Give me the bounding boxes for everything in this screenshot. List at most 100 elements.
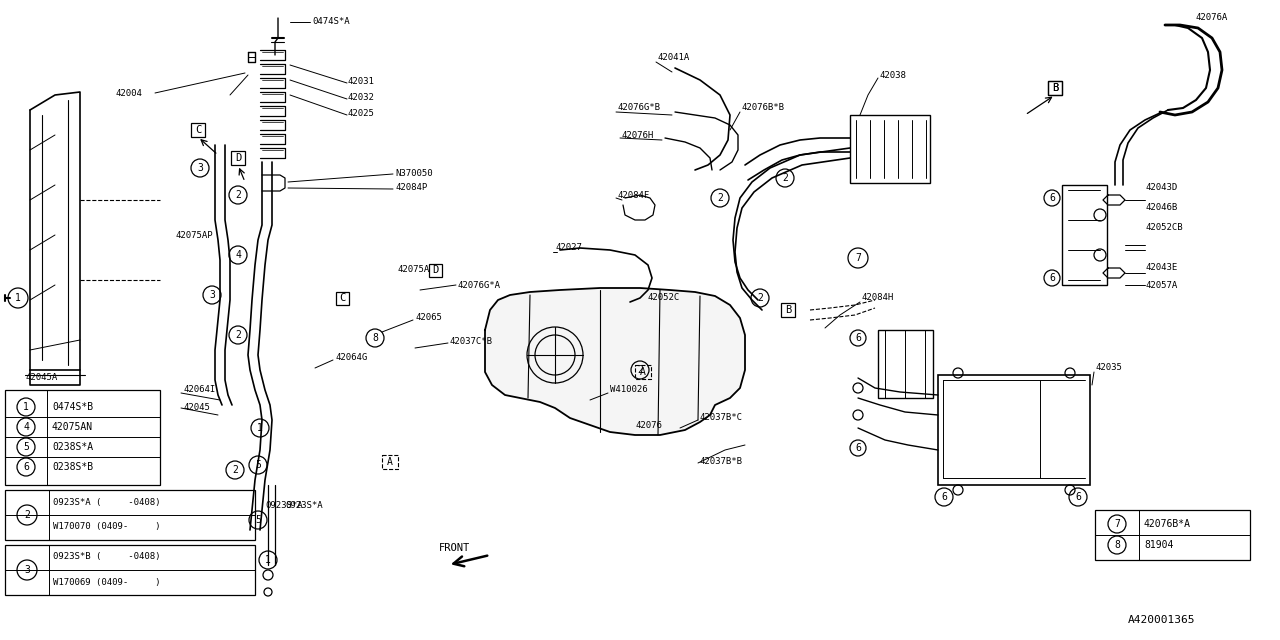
Text: 42027: 42027 bbox=[556, 243, 582, 253]
Text: 0474S*A: 0474S*A bbox=[312, 17, 349, 26]
Text: 42076B*B: 42076B*B bbox=[742, 104, 785, 113]
Text: 42045A: 42045A bbox=[26, 374, 58, 383]
Text: 1: 1 bbox=[257, 423, 262, 433]
Text: 0474S*B: 0474S*B bbox=[52, 402, 93, 412]
Bar bbox=[5, 490, 255, 540]
Text: 5: 5 bbox=[255, 515, 261, 525]
Text: 6: 6 bbox=[1050, 273, 1055, 283]
Text: 42031: 42031 bbox=[348, 77, 375, 86]
Text: 8: 8 bbox=[1114, 540, 1120, 550]
Text: 6: 6 bbox=[1050, 193, 1055, 203]
Text: 2: 2 bbox=[756, 293, 763, 303]
Text: N370050: N370050 bbox=[396, 168, 433, 177]
Text: 42037B*C: 42037B*C bbox=[700, 413, 742, 422]
Text: 42025: 42025 bbox=[348, 109, 375, 118]
Bar bbox=[1048, 81, 1062, 95]
Text: 4: 4 bbox=[236, 250, 241, 260]
Text: 2: 2 bbox=[232, 465, 238, 475]
Text: 42032: 42032 bbox=[348, 93, 375, 102]
Text: 6: 6 bbox=[855, 333, 861, 343]
Text: 6: 6 bbox=[23, 462, 29, 472]
Text: W170069 (0409-     ): W170069 (0409- ) bbox=[52, 577, 160, 586]
Text: 0923S*A: 0923S*A bbox=[285, 500, 323, 509]
Text: FRONT: FRONT bbox=[439, 543, 471, 553]
Text: 3: 3 bbox=[197, 163, 204, 173]
Bar bbox=[191, 123, 205, 137]
Text: 42046B: 42046B bbox=[1146, 204, 1178, 212]
Text: 42004: 42004 bbox=[115, 88, 142, 97]
Text: 42038: 42038 bbox=[881, 70, 906, 79]
Text: 42084P: 42084P bbox=[396, 184, 428, 193]
Text: 3: 3 bbox=[24, 565, 29, 575]
Text: 81904: 81904 bbox=[1144, 540, 1174, 550]
Polygon shape bbox=[485, 288, 745, 435]
Text: 42076H: 42076H bbox=[622, 131, 654, 140]
Text: 42052C: 42052C bbox=[648, 294, 680, 303]
Text: 42075AP: 42075AP bbox=[175, 230, 212, 239]
Text: C: C bbox=[195, 125, 201, 135]
Text: 42064I: 42064I bbox=[183, 385, 215, 394]
Text: 4: 4 bbox=[23, 422, 29, 432]
Text: 42043E: 42043E bbox=[1146, 264, 1178, 273]
Bar bbox=[1062, 185, 1107, 285]
Bar bbox=[335, 292, 349, 305]
Text: 42084H: 42084H bbox=[861, 294, 895, 303]
Text: 42037C*B: 42037C*B bbox=[451, 337, 493, 346]
Text: A: A bbox=[640, 367, 646, 377]
Text: 6: 6 bbox=[941, 492, 947, 502]
Bar bbox=[1094, 510, 1251, 560]
Bar bbox=[5, 545, 255, 595]
Text: 42052CB: 42052CB bbox=[1146, 223, 1183, 232]
Text: 2: 2 bbox=[236, 190, 241, 200]
Text: 42065: 42065 bbox=[415, 314, 442, 323]
Text: W410026: W410026 bbox=[611, 385, 648, 394]
Bar bbox=[429, 264, 442, 277]
Text: 5: 5 bbox=[23, 442, 29, 452]
Text: 1: 1 bbox=[15, 293, 20, 303]
Bar bbox=[1048, 81, 1062, 95]
Text: 42076G*A: 42076G*A bbox=[458, 280, 500, 289]
Text: 2: 2 bbox=[637, 365, 643, 375]
Bar bbox=[230, 151, 244, 165]
Text: 42076B*A: 42076B*A bbox=[1144, 519, 1190, 529]
Text: 42041A: 42041A bbox=[658, 54, 690, 63]
Bar bbox=[850, 115, 931, 183]
Text: 0923S*A: 0923S*A bbox=[265, 500, 302, 509]
Text: 42076: 42076 bbox=[635, 420, 662, 429]
Text: B: B bbox=[1052, 83, 1059, 93]
Text: 0238S*A: 0238S*A bbox=[52, 442, 93, 452]
Text: 42057A: 42057A bbox=[1146, 280, 1178, 289]
Text: 42064G: 42064G bbox=[335, 353, 367, 362]
Text: A: A bbox=[387, 457, 393, 467]
Text: A420001365: A420001365 bbox=[1128, 615, 1196, 625]
Text: 42035: 42035 bbox=[1096, 364, 1123, 372]
Text: 2: 2 bbox=[717, 193, 723, 203]
Text: 0238S*B: 0238S*B bbox=[52, 462, 93, 472]
Text: 0923S*B (     -0408): 0923S*B ( -0408) bbox=[52, 552, 160, 561]
Text: 42037B*B: 42037B*B bbox=[700, 458, 742, 467]
Text: 2: 2 bbox=[236, 330, 241, 340]
Text: 42076G*B: 42076G*B bbox=[618, 104, 660, 113]
Text: 42076A: 42076A bbox=[1196, 13, 1228, 22]
Text: C: C bbox=[339, 293, 346, 303]
Text: 2: 2 bbox=[24, 510, 29, 520]
Bar bbox=[938, 375, 1091, 485]
Text: D: D bbox=[431, 265, 438, 275]
Text: D: D bbox=[234, 153, 241, 163]
Text: W170070 (0409-     ): W170070 (0409- ) bbox=[52, 522, 160, 531]
Text: 1: 1 bbox=[23, 402, 29, 412]
Text: 42043D: 42043D bbox=[1146, 184, 1178, 193]
Text: 6: 6 bbox=[1075, 492, 1080, 502]
Bar bbox=[781, 303, 795, 317]
Text: 6: 6 bbox=[855, 443, 861, 453]
Text: 42045: 42045 bbox=[183, 403, 210, 412]
Text: B: B bbox=[1052, 83, 1059, 93]
Bar bbox=[381, 455, 398, 469]
Text: 2: 2 bbox=[782, 173, 788, 183]
Text: 42075AN: 42075AN bbox=[52, 422, 93, 432]
Bar bbox=[635, 365, 652, 379]
Text: 42084F: 42084F bbox=[618, 191, 650, 200]
Text: 3: 3 bbox=[209, 290, 215, 300]
Text: 5: 5 bbox=[255, 460, 261, 470]
Text: B: B bbox=[785, 305, 791, 315]
